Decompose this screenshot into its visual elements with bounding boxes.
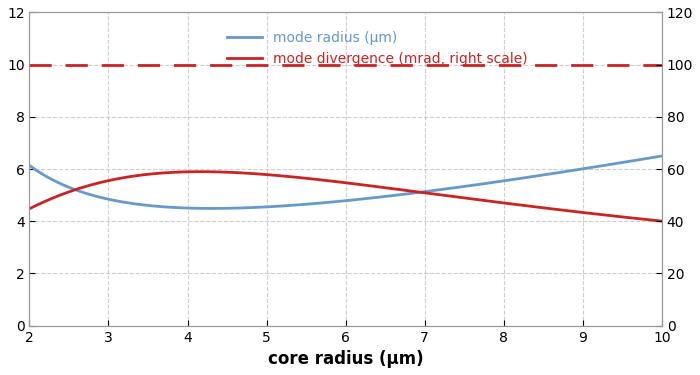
mode divergence (mrad, right scale) xyxy=(330,179,339,184)
mode radius (μm) xyxy=(644,156,652,160)
mode divergence (mrad, right scale) xyxy=(327,179,335,183)
mode radius (μm) xyxy=(545,172,553,176)
Legend: mode radius (μm), mode divergence (mrad, right scale): mode radius (μm), mode divergence (mrad,… xyxy=(221,26,533,72)
mode divergence (mrad, right scale) xyxy=(196,170,204,174)
mode radius (μm) xyxy=(369,196,377,200)
X-axis label: core radius (μm): core radius (μm) xyxy=(268,350,424,368)
mode radius (μm) xyxy=(403,192,412,196)
mode divergence (mrad, right scale) xyxy=(369,184,377,188)
mode divergence (mrad, right scale) xyxy=(644,217,652,222)
Line: mode divergence (mrad, right scale): mode divergence (mrad, right scale) xyxy=(29,172,661,221)
mode divergence (mrad, right scale) xyxy=(403,188,412,193)
mode radius (μm) xyxy=(208,206,216,211)
mode radius (μm) xyxy=(327,200,335,204)
Line: mode radius (μm): mode radius (μm) xyxy=(29,156,661,209)
mode radius (μm) xyxy=(657,154,666,158)
mode divergence (mrad, right scale) xyxy=(25,207,34,211)
mode divergence (mrad, right scale) xyxy=(657,219,666,224)
mode radius (μm) xyxy=(330,200,339,204)
mode divergence (mrad, right scale) xyxy=(545,206,553,211)
mode radius (μm) xyxy=(25,163,34,168)
